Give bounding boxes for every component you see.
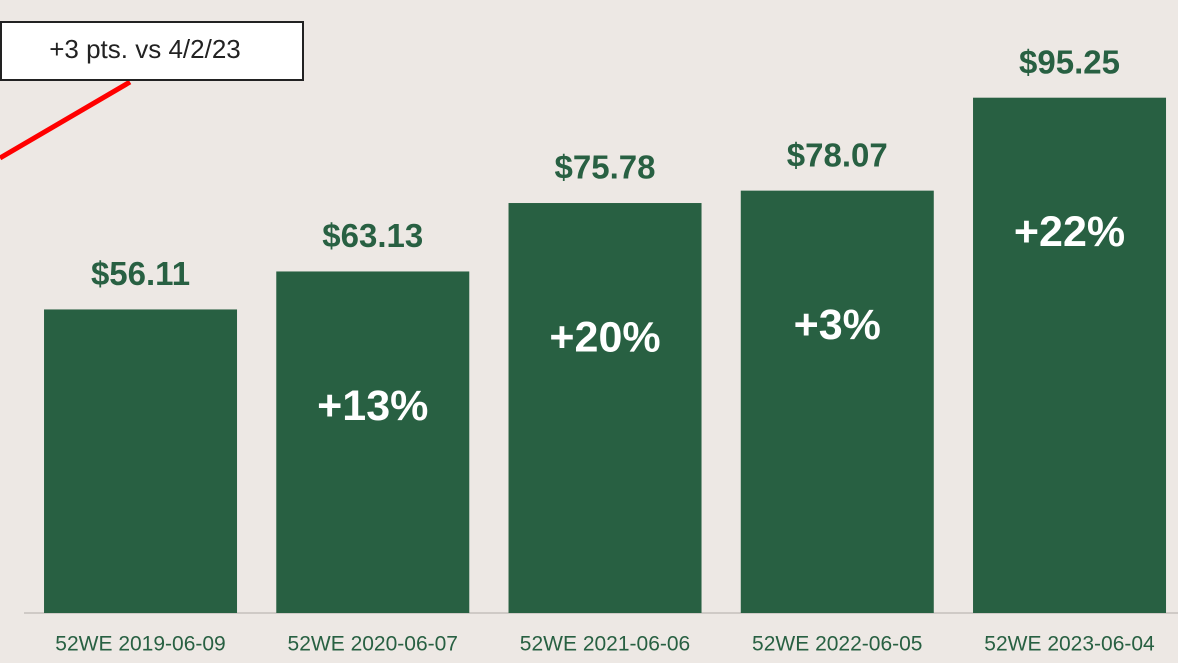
annotation-box (0, 21, 304, 81)
value-label: $56.11 (91, 255, 190, 292)
bar (973, 97, 1167, 613)
bar-annotation: +22% (1014, 208, 1125, 256)
x-tick-label: 52WE 2020-06-07 (288, 633, 458, 656)
annotation: +3 pts. vs 4/2/23 (49, 34, 241, 64)
value-label: $63.13 (322, 217, 423, 254)
bar-annotation: +13% (317, 382, 428, 430)
value-label: $95.25 (1019, 43, 1120, 80)
bar (740, 190, 934, 613)
annotation-arrow (0, 79, 132, 161)
value-label: $75.78 (555, 149, 656, 186)
x-tick-label: 52WE 2021-06-06 (520, 633, 690, 656)
x-tick-label: 52WE 2023-06-04 (984, 633, 1155, 656)
x-tick-label: 52WE 2022-06-05 (752, 633, 922, 656)
x-tick-label: 52WE 2019-06-09 (55, 633, 225, 656)
bar (508, 203, 702, 613)
bar-annotation: +20% (549, 313, 660, 361)
bar (44, 309, 238, 613)
bar-annotation: +3% (794, 301, 881, 349)
value-label: $78.07 (787, 136, 888, 173)
bar (276, 271, 470, 613)
